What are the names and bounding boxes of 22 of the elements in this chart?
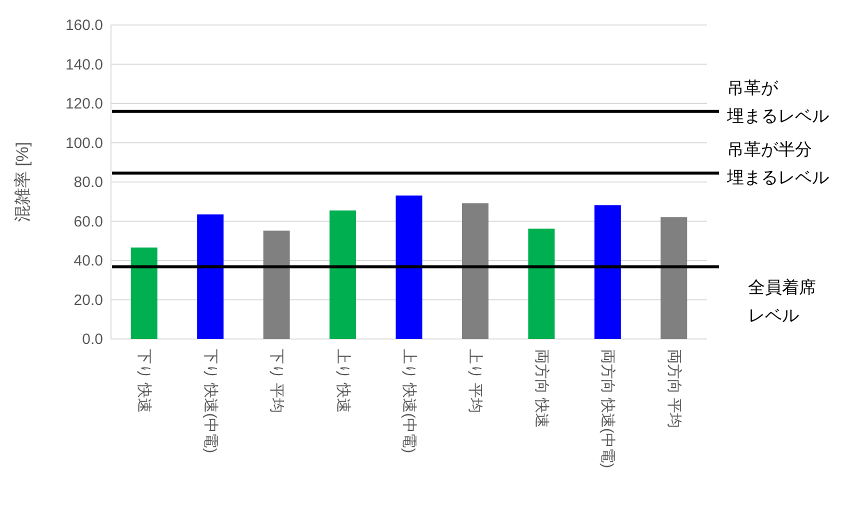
- ref-line-label: 全員着席レベル: [748, 278, 816, 325]
- y-tick-label: 160.0: [65, 17, 103, 34]
- x-tick-label: 下り 快速: [136, 349, 153, 414]
- ref-line-label: 吊革が半分埋まるレベル: [726, 140, 829, 188]
- x-tick-label: 両方向 快速(中電): [599, 349, 616, 468]
- y-axis-title: 混雑率 [%]: [13, 142, 32, 222]
- y-tick-label: 60.0: [74, 213, 103, 230]
- y-tick-label: 120.0: [65, 96, 103, 112]
- y-tick-label: 40.0: [74, 252, 103, 270]
- x-tick-label: 下り 快速(中電): [202, 349, 219, 454]
- y-tick-label: 100.0: [65, 134, 103, 152]
- y-tick-label: 140.0: [65, 56, 103, 74]
- x-tick-label: 両方向 平均: [665, 349, 682, 428]
- x-tick-label: 下り 平均: [268, 349, 286, 414]
- y-tick-label: 80.0: [74, 174, 103, 191]
- x-tick-label: 上り 平均: [466, 349, 484, 414]
- x-tick-label: 上り 快速: [334, 349, 352, 414]
- ref-line-label: 吊革が埋まるレベル: [726, 78, 829, 126]
- y-tick-label: 0.0: [82, 331, 103, 348]
- x-tick-label: 上り 快速(中電): [400, 349, 418, 454]
- y-tick-label: 20.0: [74, 292, 103, 309]
- x-tick-label: 両方向 快速: [532, 349, 550, 428]
